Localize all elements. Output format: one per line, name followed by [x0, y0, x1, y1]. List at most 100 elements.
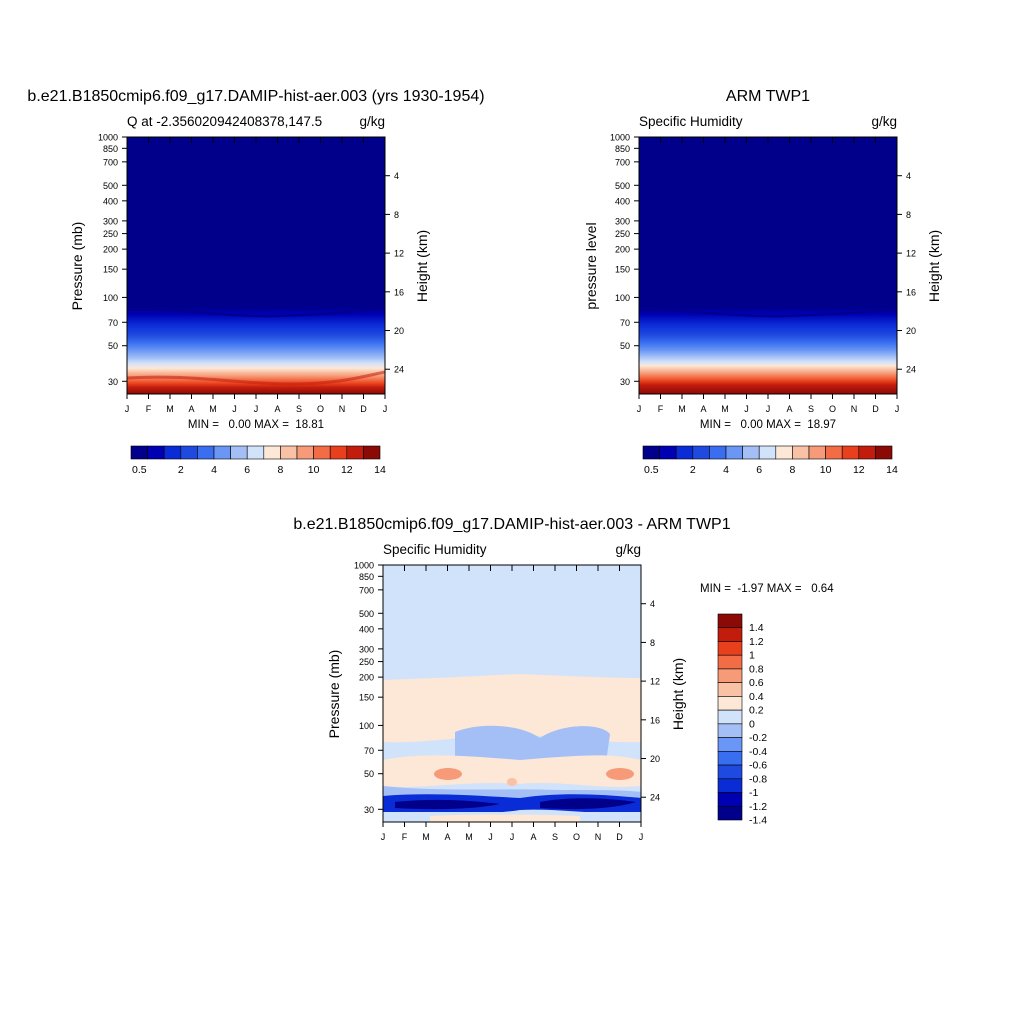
- pressure-tick-label: 200: [103, 245, 118, 255]
- colorbar-label: 12: [341, 464, 353, 476]
- month-tick-label: S: [296, 404, 302, 414]
- month-tick-label: J: [381, 832, 386, 842]
- colorbar-label: 1.4: [749, 622, 764, 634]
- colorbar-swatch: [808, 445, 826, 460]
- panel-obs-stats: MIN = 0.00 MAX = 18.97: [700, 419, 836, 431]
- pressure-tick-label: 850: [359, 572, 374, 582]
- pressure-tick-label: 250: [359, 657, 374, 667]
- colorbar-swatch: [709, 445, 727, 460]
- height-tick-label: 12: [906, 249, 916, 259]
- month-tick-label: N: [851, 404, 858, 414]
- colorbar-swatch: [717, 737, 743, 752]
- pressure-tick-label: 200: [615, 245, 630, 255]
- month-tick-label: A: [444, 832, 450, 842]
- colorbar-label: 4: [723, 464, 729, 476]
- colorbar-label: 0.5: [132, 464, 147, 476]
- panel-model-height-axis: 24 20 16 12 8 4: [385, 171, 404, 375]
- pressure-tick-label: 700: [103, 157, 118, 167]
- pressure-tick-label: 700: [615, 157, 630, 167]
- colorbar-swatch: [775, 445, 793, 460]
- colorbar-label: -0.8: [749, 773, 767, 785]
- month-tick-label: J: [766, 404, 771, 414]
- height-tick-label: 4: [394, 171, 399, 181]
- pressure-tick-label: 400: [615, 196, 630, 206]
- pressure-tick-label: 250: [615, 229, 630, 239]
- colorbar-swatch: [213, 445, 231, 460]
- month-tick-label: O: [573, 832, 580, 842]
- panel-diff-ylabel: Pressure (mb): [326, 650, 342, 739]
- height-tick-label: 20: [394, 326, 404, 336]
- colorbar-swatch: [758, 445, 777, 460]
- pressure-tick-label: 850: [615, 144, 630, 154]
- colorbar-label: -0.4: [749, 746, 767, 758]
- colorbar-swatch: [717, 805, 743, 821]
- colorbar-swatch: [717, 641, 743, 656]
- month-tick-label: A: [700, 404, 706, 414]
- colorbar-swatch: [313, 445, 331, 460]
- pressure-tick-label: 30: [620, 377, 630, 387]
- colorbar-label: 10: [820, 464, 832, 476]
- colorbar-label: 1: [749, 650, 755, 662]
- colorbar-label: 14: [374, 464, 386, 476]
- colorbar-swatch: [841, 445, 860, 460]
- colorbar-swatch: [717, 654, 743, 670]
- pressure-tick-label: 150: [103, 265, 118, 275]
- month-tick-label: O: [317, 404, 324, 414]
- colorbar-swatch: [725, 445, 743, 460]
- month-tick-label: A: [188, 404, 194, 414]
- colorbar-swatch: [675, 445, 694, 460]
- colorbar-label: 0.4: [749, 691, 764, 703]
- month-tick-label: M: [465, 832, 473, 842]
- colorbar-swatch: [659, 445, 677, 460]
- height-tick-label: 24: [906, 365, 916, 375]
- pressure-tick-label: 300: [615, 216, 630, 226]
- month-tick-label: M: [678, 404, 686, 414]
- colorbar-swatch: [346, 445, 364, 460]
- month-tick-label: F: [146, 404, 152, 414]
- month-tick-label: J: [637, 404, 642, 414]
- month-tick-label: M: [209, 404, 217, 414]
- month-tick-label: D: [872, 404, 879, 414]
- pressure-tick-label: 500: [615, 181, 630, 191]
- pressure-tick-label: 50: [620, 341, 630, 351]
- height-tick-label: 8: [906, 210, 911, 220]
- month-tick-label: M: [422, 832, 430, 842]
- month-tick-label: N: [595, 832, 602, 842]
- colorbar-swatch: [742, 445, 760, 460]
- pressure-tick-label: 300: [103, 216, 118, 226]
- pressure-tick-label: 300: [359, 644, 374, 654]
- pressure-tick-label: 500: [103, 181, 118, 191]
- colorbar-label: 8: [789, 464, 795, 476]
- panel-model-contour-low: [126, 370, 386, 386]
- colorbar-swatch: [858, 445, 876, 460]
- panel-obs-left-label: Specific Humidity: [639, 114, 743, 129]
- colorbar-swatch: [792, 445, 810, 460]
- month-tick-label: F: [658, 404, 664, 414]
- panel-diff-stats: MIN = -1.97 MAX = 0.64: [700, 583, 834, 595]
- colorbar-swatch: [246, 445, 265, 460]
- colorbar-label: 1.2: [749, 636, 764, 648]
- pressure-tick-label: 200: [359, 673, 374, 683]
- colorbar-swatch: [230, 445, 248, 460]
- panel-obs: ARM TWP1 Specific Humidity g/kg 30 50 70 10…: [583, 88, 942, 476]
- panel-model-stats: MIN = 0.00 MAX = 18.81: [188, 419, 324, 431]
- colorbar-swatch: [825, 445, 843, 460]
- panel-obs-units: g/kg: [871, 114, 897, 129]
- month-tick-label: O: [829, 404, 836, 414]
- panel-obs-colorbar: 0.5 2 4 6 8 10 12 14: [642, 445, 898, 476]
- height-tick-label: 24: [650, 793, 660, 803]
- month-tick-label: N: [339, 404, 346, 414]
- colorbar-swatch: [717, 696, 743, 711]
- pressure-tick-label: 400: [359, 624, 374, 634]
- colorbar-swatch: [717, 668, 743, 683]
- month-tick-label: J: [125, 404, 130, 414]
- pressure-tick-label: 1000: [354, 561, 374, 571]
- colorbar-label: 0: [749, 718, 755, 730]
- colorbar-swatch: [296, 445, 314, 460]
- colorbar-swatch: [363, 445, 381, 460]
- colorbar-label: 2: [690, 464, 696, 476]
- colorbar-label: 0.5: [644, 464, 659, 476]
- month-tick-label: J: [254, 404, 259, 414]
- month-tick-label: M: [721, 404, 729, 414]
